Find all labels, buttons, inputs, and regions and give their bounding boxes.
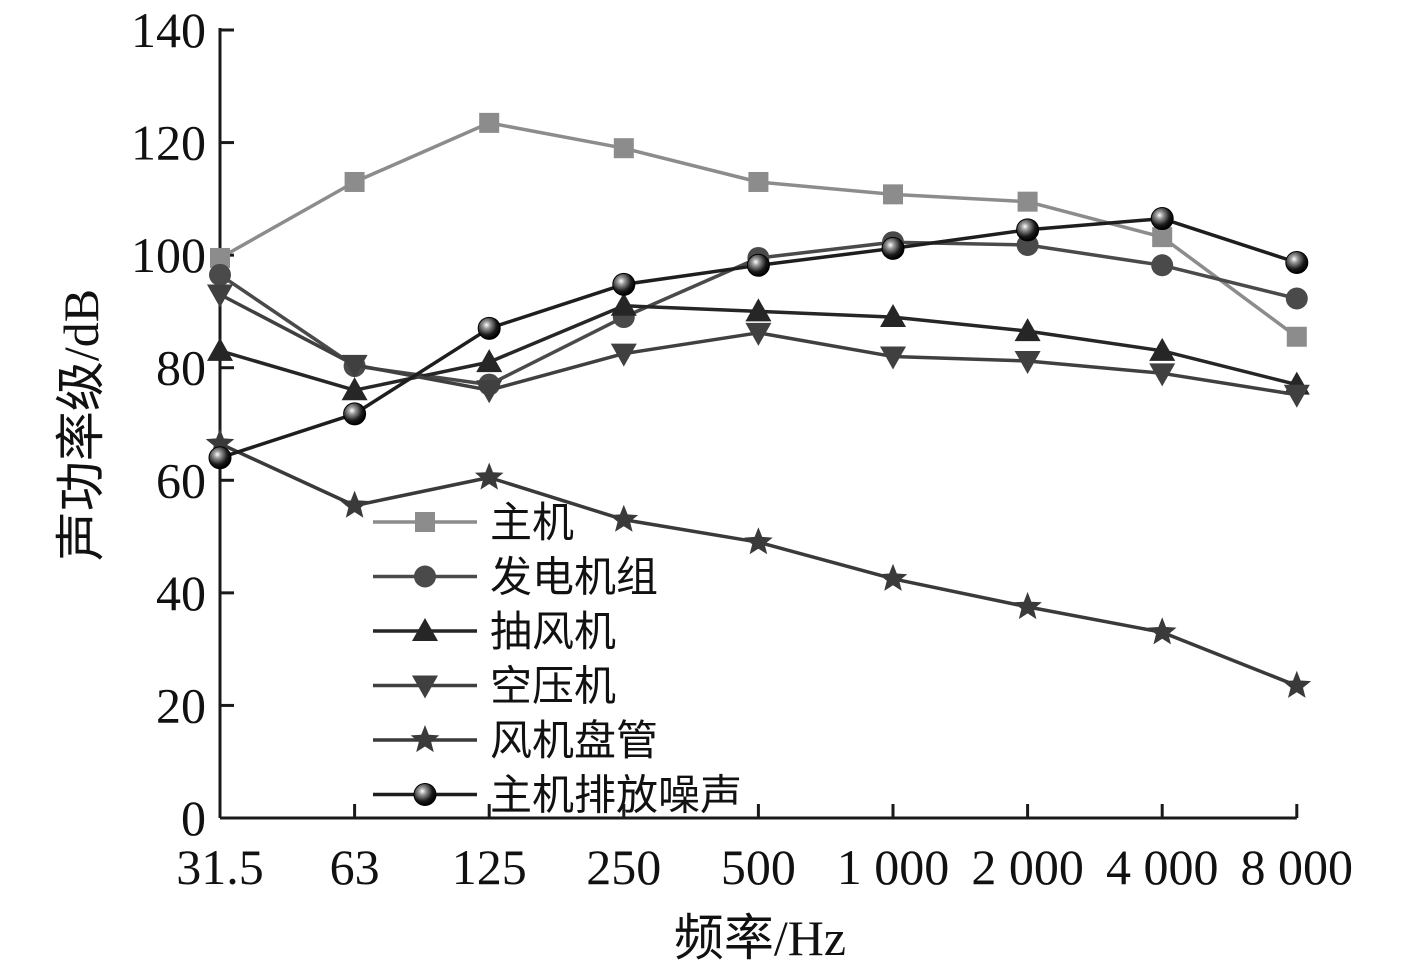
legend-marker	[412, 618, 438, 641]
data-point	[613, 138, 634, 159]
data-point	[476, 380, 503, 404]
data-point	[344, 171, 365, 192]
x-axis-title: 频率/Hz	[674, 910, 846, 966]
data-point	[880, 346, 906, 370]
y-tick-label: 80	[156, 340, 206, 396]
legend-label: 主机排放噪声	[490, 774, 742, 820]
y-tick-label: 120	[131, 115, 206, 171]
data-point	[1147, 617, 1177, 645]
data-point	[1283, 384, 1310, 408]
data-point	[1017, 191, 1038, 212]
legend-label: 风机盘管	[490, 718, 658, 765]
data-point	[883, 184, 903, 205]
x-tick-label: 4 000	[1106, 839, 1219, 895]
x-tick-label: 31.5	[176, 839, 264, 895]
data-point	[205, 428, 235, 456]
data-point	[476, 349, 503, 373]
data-point	[1013, 591, 1042, 620]
data-point	[1151, 254, 1174, 277]
series-5	[205, 428, 1312, 698]
legend-entry: 空压机	[373, 664, 616, 711]
data-point	[1149, 337, 1176, 361]
x-tick-label: 8 000	[1241, 839, 1354, 895]
y-tick-label: 100	[131, 227, 206, 283]
y-tick-label: 140	[131, 2, 206, 58]
series-line	[219, 442, 1298, 688]
data-point	[1285, 250, 1309, 274]
data-point	[744, 527, 773, 555]
y-axis-title: 声功率级/dB	[53, 289, 109, 561]
legend-label: 抽风机	[490, 610, 616, 656]
series-1	[210, 112, 1307, 347]
y-tick-label: 20	[156, 677, 206, 733]
y-tick-label: 40	[156, 565, 206, 621]
series-layer	[205, 112, 1312, 698]
legend-entry: 抽风机	[373, 610, 616, 656]
x-tick-label: 500	[721, 839, 796, 895]
data-point	[609, 504, 639, 532]
data-point	[207, 337, 233, 361]
data-point	[207, 284, 233, 308]
legend-label: 发电机组	[490, 556, 658, 602]
series-3	[207, 292, 1310, 401]
data-point	[1149, 363, 1176, 387]
data-point	[1282, 670, 1312, 698]
data-point	[477, 316, 501, 340]
x-tick-label: 250	[586, 839, 661, 895]
series-6	[208, 207, 1309, 470]
data-point	[341, 354, 368, 378]
legend-entry: 主机	[373, 501, 574, 547]
data-point	[878, 563, 908, 591]
legend-entry: 风机盘管	[373, 718, 658, 765]
legend-entry: 发电机组	[373, 556, 658, 602]
data-point	[1014, 350, 1041, 374]
x-tick-label: 125	[452, 839, 527, 895]
data-point	[208, 446, 232, 470]
data-point	[1014, 318, 1041, 342]
legend-marker	[410, 725, 440, 753]
series-4	[207, 284, 1310, 408]
data-point	[881, 236, 905, 260]
legend-label: 空压机	[490, 664, 616, 711]
data-point	[610, 343, 637, 367]
x-tick-label: 2 000	[971, 839, 1084, 895]
data-point	[474, 462, 504, 490]
data-point	[1150, 207, 1174, 231]
data-point	[880, 304, 906, 328]
data-point	[748, 171, 769, 192]
data-point	[209, 263, 231, 286]
data-point	[745, 298, 772, 322]
x-tick-label: 63	[330, 839, 380, 895]
data-point	[612, 272, 636, 296]
legend-marker	[414, 565, 436, 588]
data-point	[210, 247, 230, 268]
data-point	[745, 322, 772, 346]
y-tick-label: 60	[156, 452, 206, 508]
data-point	[746, 253, 770, 277]
data-point	[1286, 326, 1307, 347]
legend-marker	[415, 512, 435, 532]
axes: 0 20 40 60 80 100 120 140 31.5 63 125 250 500 1 000 2 …	[131, 2, 1353, 895]
data-point	[610, 292, 637, 316]
data-point	[341, 377, 368, 401]
data-point	[340, 490, 369, 518]
data-point	[1285, 287, 1308, 310]
data-point	[343, 402, 367, 426]
data-point	[479, 112, 500, 133]
legend-marker	[412, 675, 438, 699]
legend-entry: 主机排放噪声	[373, 774, 742, 820]
legend-marker	[413, 783, 437, 806]
data-point	[1016, 218, 1040, 242]
legend-label: 主机	[490, 501, 574, 547]
data-point	[1152, 227, 1173, 248]
y-tick-label: 0	[181, 790, 206, 846]
x-tick-label: 1 000	[837, 839, 950, 895]
